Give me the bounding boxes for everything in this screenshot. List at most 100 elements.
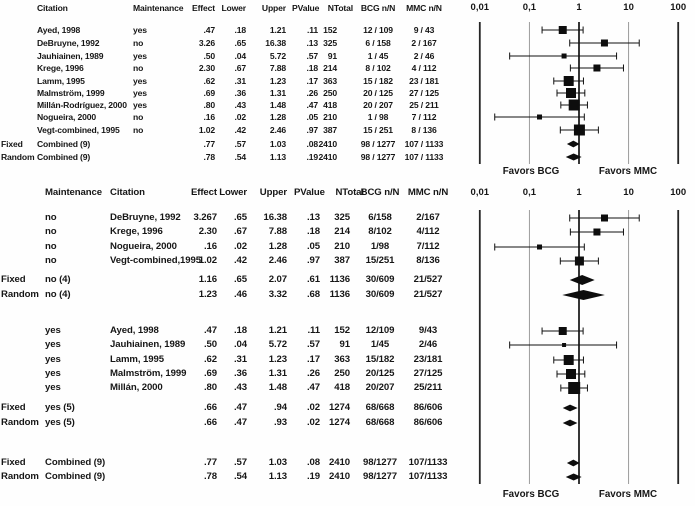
cell-ntotal: 2410 [318,152,337,162]
cell-bcg: 6 / 158 [365,38,391,48]
cell-citation: DeBruyne, 1992 [110,212,181,223]
cell-upper: 2.07 [268,274,287,285]
axis-tick-label: 0,01 [470,187,490,198]
cell-pvalue: .11 [307,325,320,336]
effect-marker [593,228,601,236]
cell-citation: Krege, 1996 [37,63,84,73]
effect-marker [558,327,567,335]
cell-citation: Millán-Rodríguez, 2000 [37,100,127,110]
col-header-citation: Citation [110,187,145,198]
cell-upper: 7.88 [269,63,286,73]
cell-mmc: 23/181 [413,354,443,365]
cell-mmc: 23 / 181 [409,76,439,86]
cell-effect: .69 [203,368,217,379]
cell-effect: .16 [203,112,216,122]
cell-pvalue: .68 [306,289,320,300]
cell-effect: .77 [203,139,216,149]
cell-ntotal: 152 [334,325,350,336]
cell-citation: Jauhiainen, 1989 [37,51,104,61]
effect-marker [573,124,585,136]
cell-pvalue: .18 [306,226,320,237]
cell-maintenance: yes [133,51,147,61]
table-row: Malmström, 1999 yes .69 .36 1.31 .26 250 20 / 1… [0,87,462,99]
section1-header-row: Citation Maintenance Effect Lower Upper … [0,2,462,14]
summary-diamond [565,473,582,481]
cell-upper: 2.46 [269,125,286,135]
cell-lower: .67 [234,63,247,73]
cell-upper: 1.23 [268,354,287,365]
cell-maintenance: no [45,241,57,252]
favors-bcg-label: Favors BCG [502,166,560,177]
cell-pvalue: .02 [306,402,320,413]
table-row: Vegt-combined, 1995 no 1.02 .42 2.46 .97 387 15… [0,124,462,136]
cell-effect: 3.267 [193,212,217,223]
cell-bcg: 20 / 207 [363,100,393,110]
cell-effect: .47 [203,325,217,336]
table-row: no Vegt-combined,1995 1.02 .42 2.46 .97 387 15/… [0,255,462,267]
cell-bcg: 12/109 [365,325,395,336]
cell-model: Fixed [1,457,26,468]
col-header-pvalue: PValue [294,187,325,198]
axis-tick-label: 1 [576,2,582,13]
cell-lower: .18 [234,25,247,35]
cell-upper: .93 [273,417,287,428]
table-row: yes Ayed, 1998 .47 .18 1.21 .11 152 12/109 9/43 [0,325,462,337]
effect-marker [601,214,609,222]
cell-upper: 1.03 [269,139,286,149]
effect-marker [593,64,601,72]
cell-mmc: 2 / 167 [411,38,437,48]
effect-marker [563,76,574,86]
cell-ntotal: 1274 [329,417,350,428]
table-row: no Krege, 1996 2.30 .67 7.88 .18 214 8/102 4/112 [0,226,462,238]
cell-summary-label: no (4) [45,289,71,300]
cell-effect: .66 [203,402,217,413]
col-header-ntotal: NTotal [335,187,364,198]
cell-maintenance: no [133,125,144,135]
cell-lower: .31 [233,354,247,365]
effect-marker [600,39,608,47]
cell-upper: 3.32 [268,289,287,300]
cell-maintenance: yes [133,100,147,110]
table-row: Ayed, 1998 yes .47 .18 1.21 .11 152 12 / 109 9 /… [0,24,462,36]
cell-mmc: 21/527 [413,274,443,285]
cell-upper: 16.38 [263,212,287,223]
cell-ntotal: 210 [323,112,337,122]
cell-pvalue: .97 [306,125,319,135]
table-row: Millán-Rodríguez, 2000 yes .80 .43 1.48 .47 41… [0,99,462,111]
cell-maintenance: yes [45,368,61,379]
cell-summary-label: yes (5) [45,417,75,428]
cell-upper: 1.28 [269,112,286,122]
cell-maintenance: yes [133,76,147,86]
cell-pvalue: .02 [306,417,320,428]
cell-mmc: 86/606 [413,402,443,413]
cell-effect: 1.02 [198,255,217,266]
col-header-lower: Lower [221,3,246,13]
cell-pvalue: .08 [306,457,320,468]
cell-lower: .46 [233,289,247,300]
cell-bcg: 20/125 [365,368,395,379]
cell-maintenance: yes [45,382,61,393]
cell-effect: 2.30 [198,63,215,73]
cell-effect: .16 [203,241,217,252]
cell-bcg: 15 / 251 [363,125,393,135]
summary-diamond [562,404,578,412]
cell-lower: .36 [234,88,247,98]
table-row: DeBruyne, 1992 no 3.26 .65 16.38 .13 325 6 / 15… [0,37,462,49]
cell-citation: Ayed, 1998 [37,25,81,35]
cell-effect: .78 [203,471,217,482]
cell-ntotal: 1136 [329,274,351,285]
table-row: no Nogueira, 2000 .16 .02 1.28 .05 210 1/98 7/11… [0,241,462,253]
col-header-upper: Upper [261,3,286,13]
cell-lower: .57 [233,457,247,468]
cell-lower: .04 [234,51,247,61]
cell-pvalue: .13 [306,212,320,223]
cell-effect: .80 [203,100,216,110]
cell-ntotal: 2410 [318,139,337,149]
cell-citation: Vegt-combined,1995 [110,255,201,266]
cell-ntotal: 363 [334,354,350,365]
cell-mmc: 25/211 [413,382,443,393]
cell-bcg: 6/158 [368,212,392,223]
cell-lower: .57 [234,139,247,149]
cell-maintenance: no [133,112,144,122]
cell-mmc: 4 / 112 [411,63,437,73]
